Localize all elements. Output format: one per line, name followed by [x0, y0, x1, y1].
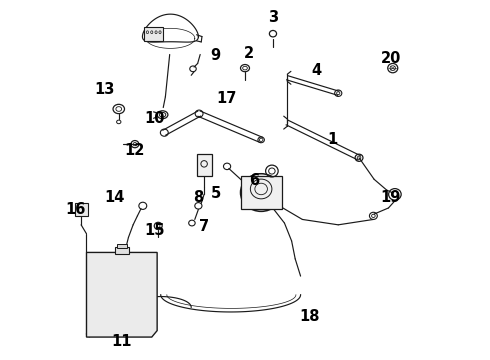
Text: 19: 19 — [380, 190, 400, 205]
Bar — [117, 244, 127, 248]
Text: 6: 6 — [249, 173, 260, 188]
Text: 17: 17 — [216, 91, 237, 106]
Text: 11: 11 — [111, 334, 131, 349]
Polygon shape — [87, 252, 157, 337]
Text: 3: 3 — [268, 10, 278, 26]
Text: 5: 5 — [211, 186, 221, 201]
Text: 15: 15 — [145, 224, 165, 238]
Text: 9: 9 — [211, 48, 220, 63]
Ellipse shape — [241, 174, 282, 211]
Text: 7: 7 — [199, 219, 209, 234]
Text: 4: 4 — [312, 63, 322, 78]
Text: 18: 18 — [299, 310, 320, 324]
Text: 2: 2 — [244, 46, 254, 61]
Text: 10: 10 — [145, 111, 165, 126]
Text: 12: 12 — [125, 143, 145, 158]
Text: 14: 14 — [104, 190, 124, 205]
Bar — [144, 27, 163, 41]
Text: 16: 16 — [66, 202, 86, 217]
Bar — [115, 247, 129, 254]
Text: 13: 13 — [94, 82, 115, 97]
Text: 20: 20 — [381, 51, 401, 66]
Bar — [196, 154, 212, 176]
Bar — [241, 176, 282, 209]
Text: 8: 8 — [193, 190, 203, 205]
Bar — [74, 203, 88, 216]
Text: 1: 1 — [328, 132, 338, 147]
